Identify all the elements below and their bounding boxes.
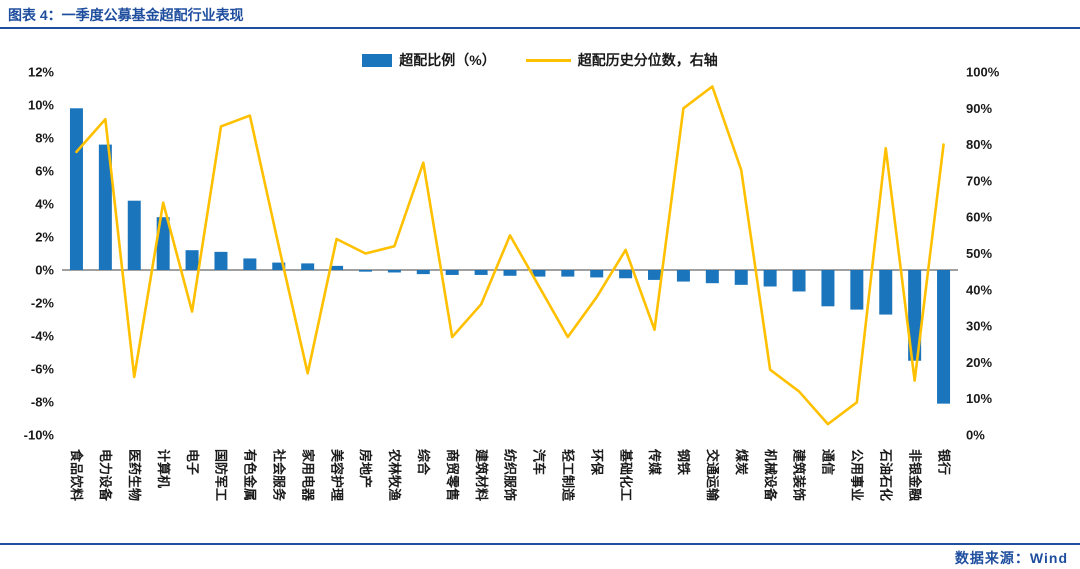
category-label: 电力设备 — [98, 449, 113, 502]
left-axis-tick-label: -4% — [31, 329, 55, 344]
right-axis-tick-label: 20% — [966, 355, 992, 370]
bar — [330, 265, 344, 270]
category-label: 商贸零售 — [445, 449, 460, 501]
footer-divider — [0, 543, 1080, 545]
bar — [763, 270, 777, 287]
bar — [503, 270, 517, 276]
left-axis-tick-label: -2% — [31, 296, 55, 311]
category-label: 医药生物 — [127, 449, 142, 501]
legend-item-bar: 超配比例（%） — [362, 50, 496, 70]
chart-legend: 超配比例（%） 超配历史分位数，右轴 — [0, 50, 1080, 70]
category-label: 综合 — [416, 449, 431, 476]
left-axis-tick-label: -8% — [31, 395, 55, 410]
category-label: 美容护理 — [329, 449, 344, 501]
category-label: 建筑材料 — [474, 449, 489, 501]
left-axis-tick-label: 8% — [35, 131, 54, 146]
bar — [648, 270, 662, 280]
category-label: 纺织服饰 — [503, 449, 518, 501]
bar — [561, 270, 575, 277]
category-label: 汽车 — [532, 449, 547, 475]
bar — [272, 262, 286, 270]
legend-item-line: 超配历史分位数，右轴 — [525, 50, 718, 70]
category-label: 房地产 — [358, 449, 373, 488]
category-label: 食品饮料 — [69, 449, 84, 501]
bar — [69, 108, 83, 270]
bar — [879, 270, 893, 315]
category-label: 基础化工 — [618, 448, 633, 501]
left-axis-tick-label: 6% — [35, 164, 54, 179]
category-label: 建筑装饰 — [792, 449, 807, 501]
bar — [676, 270, 690, 282]
bar — [416, 270, 430, 275]
category-label: 传媒 — [647, 448, 662, 476]
category-label: 环保 — [589, 449, 604, 476]
category-label: 机械设备 — [763, 449, 778, 502]
category-label: 交通运输 — [705, 449, 720, 502]
category-label: 轻工制造 — [561, 449, 576, 502]
bar — [358, 270, 372, 272]
bar — [792, 270, 806, 292]
category-label: 公用事业 — [850, 449, 865, 501]
bar — [705, 270, 719, 284]
category-label: 石油石化 — [878, 448, 893, 501]
left-axis-tick-label: 4% — [35, 197, 54, 212]
category-label: 通信 — [821, 449, 836, 475]
right-axis-tick-label: 80% — [966, 137, 992, 152]
right-axis-tick-label: 0% — [966, 428, 985, 443]
bar — [301, 263, 315, 270]
category-label: 煤炭 — [734, 449, 749, 475]
category-label: 计算机 — [156, 449, 171, 488]
category-label: 电子 — [185, 449, 200, 475]
bar — [127, 200, 141, 270]
category-label: 钢铁 — [676, 449, 691, 475]
data-source-label: 数据来源：Wind — [954, 550, 1068, 566]
header-divider — [0, 27, 1080, 29]
category-label: 农林牧渔 — [387, 448, 402, 501]
left-axis-tick-label: 2% — [35, 230, 54, 245]
right-axis-tick-label: 30% — [966, 319, 992, 334]
line-series — [75, 85, 945, 426]
right-axis-tick-label: 90% — [966, 101, 992, 116]
bar — [734, 270, 748, 285]
bar — [185, 250, 199, 270]
legend-line-label: 超配历史分位数，右轴 — [577, 52, 718, 68]
overweight-industry-combo-chart: 12% 10% 8% 6% 4% 2% 0% -2% -4% -6% -8% -10% 100% 90% 8… — [24, 65, 1000, 503]
left-axis-tick-label: 10% — [28, 98, 54, 113]
bar — [619, 270, 633, 279]
category-label: 非银金融 — [907, 449, 922, 501]
bar — [214, 251, 228, 270]
legend-bar-label: 超配比例（%） — [399, 52, 496, 68]
right-axis-tick-label: 60% — [966, 210, 992, 225]
right-axis-tick-label: 50% — [966, 246, 992, 261]
bar — [243, 258, 257, 270]
bar — [474, 270, 488, 275]
left-axis-tick-label: -6% — [31, 362, 55, 377]
bar — [98, 144, 112, 270]
category-label: 有色金属 — [243, 449, 258, 501]
bar-series-swatch — [362, 53, 393, 67]
bar — [387, 270, 401, 273]
bar — [445, 270, 459, 275]
right-axis-tick-label: 100% — [966, 65, 1000, 80]
bar — [850, 270, 864, 310]
bar — [821, 270, 835, 307]
category-label: 银行 — [936, 449, 951, 475]
bar — [937, 270, 951, 404]
right-axis-tick-label: 40% — [966, 282, 992, 297]
bar — [908, 270, 922, 361]
right-axis-tick-label: 70% — [966, 173, 992, 188]
right-axis-tick-label: 10% — [966, 391, 992, 406]
bar — [156, 217, 170, 270]
bar — [590, 270, 604, 278]
left-axis-tick-label: 12% — [28, 65, 54, 80]
left-axis-tick-label: -10% — [24, 428, 55, 443]
figure-title: 图表 4：一季度公募基金超配行业表现 — [8, 7, 244, 23]
left-axis-tick-label: 0% — [35, 263, 54, 278]
line-series-swatch — [525, 58, 571, 62]
category-label: 家用电器 — [300, 449, 315, 502]
bar — [532, 270, 546, 277]
category-label: 国防军工 — [214, 449, 229, 501]
category-label: 社会服务 — [271, 448, 286, 502]
